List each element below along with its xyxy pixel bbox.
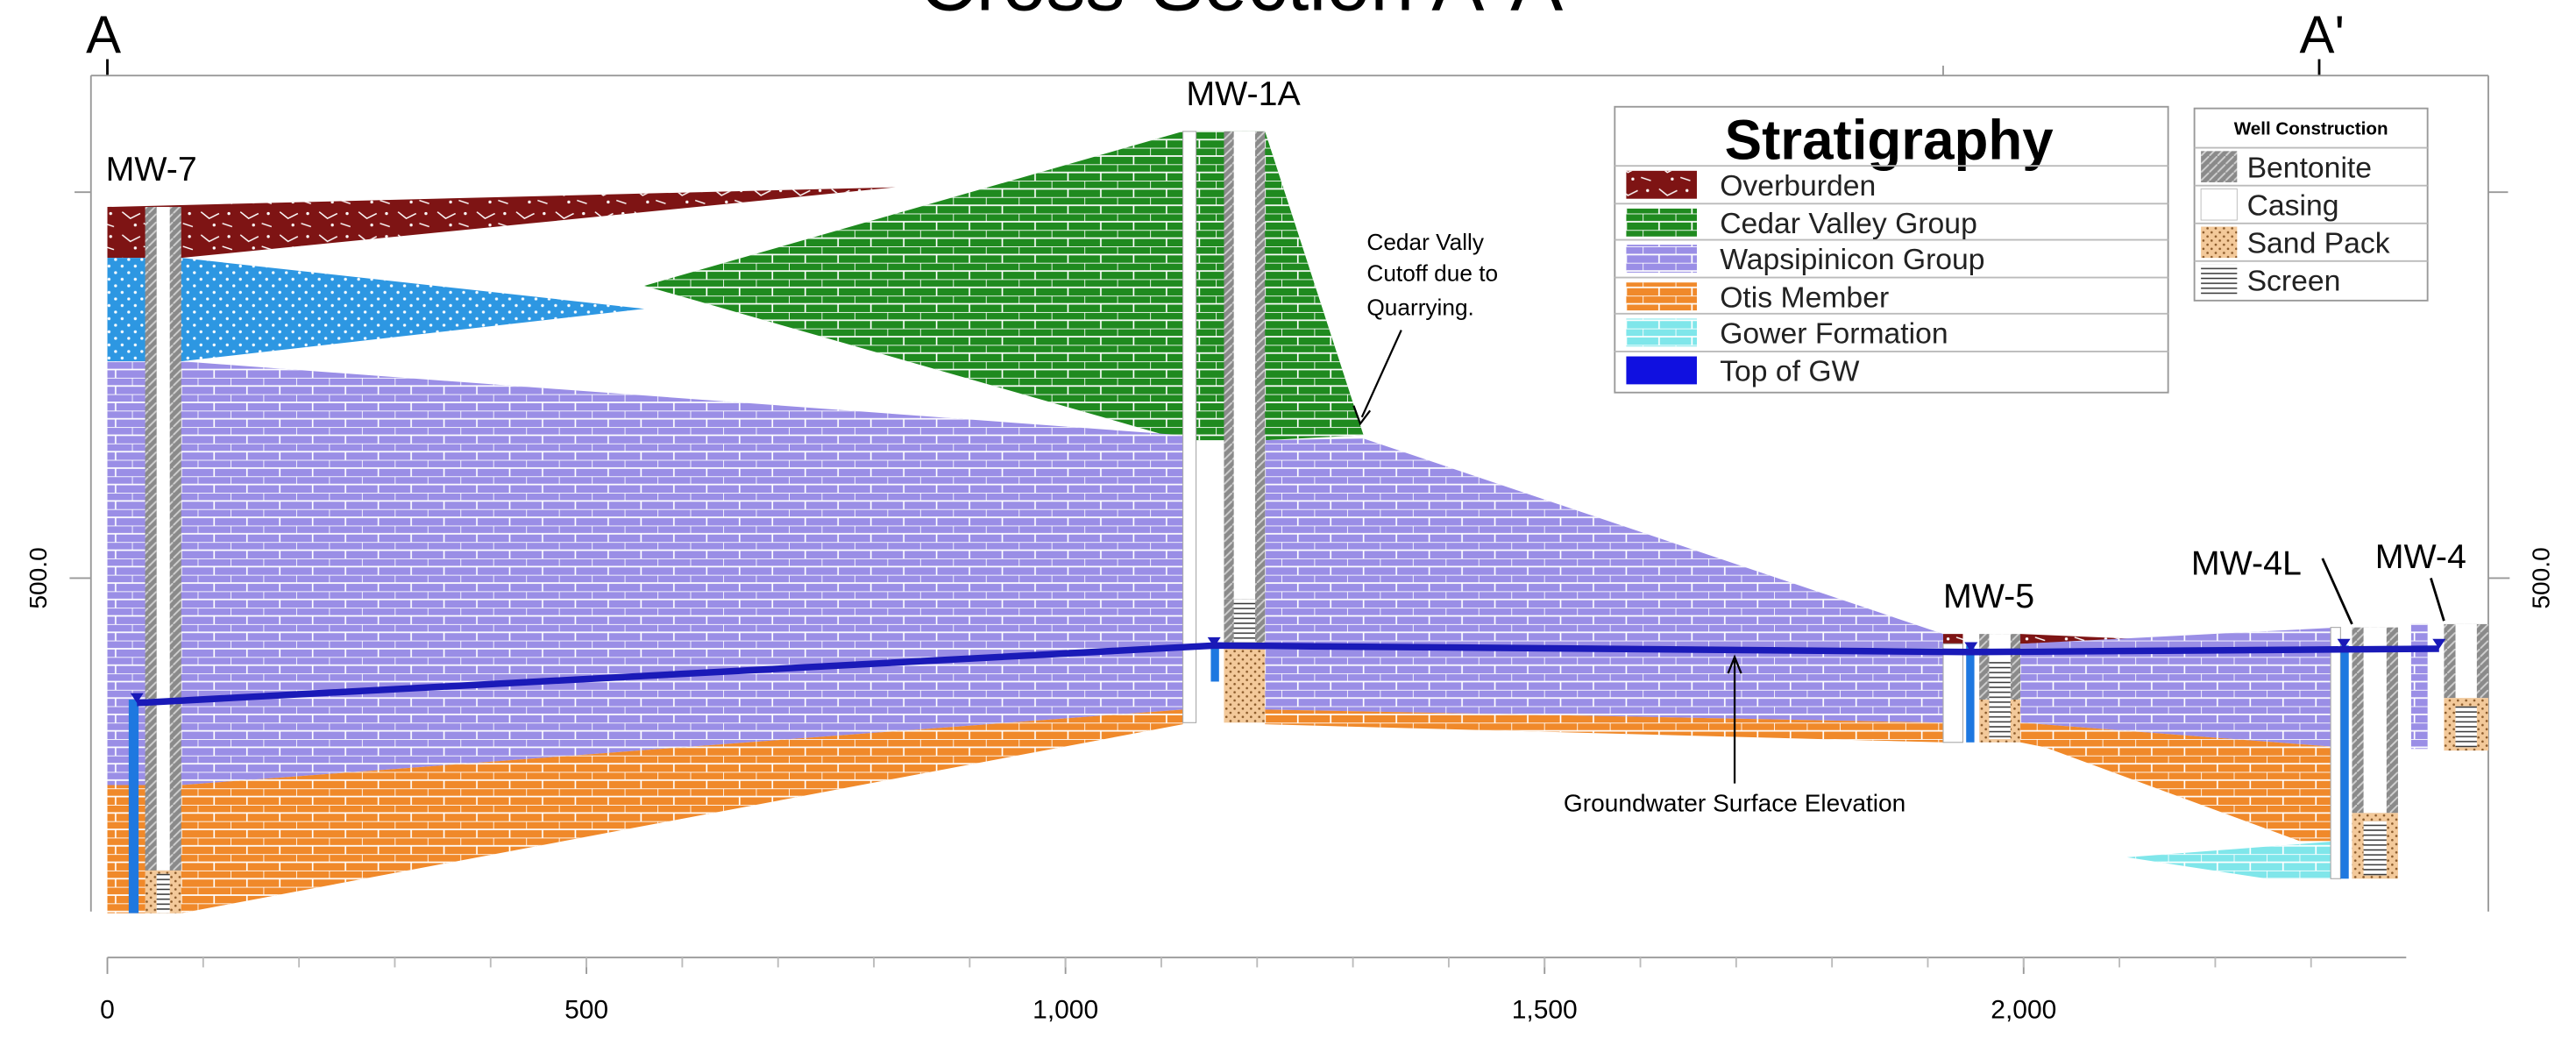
rect — [1183, 132, 1196, 722]
section-end: A' — [2300, 5, 2345, 64]
annotation-arrow — [1353, 331, 1401, 424]
layer — [2411, 624, 2428, 749]
layer — [108, 361, 1183, 785]
rect — [1989, 660, 2010, 739]
rect — [1224, 649, 1265, 722]
annotation: Quarrying. — [1366, 295, 1473, 321]
legend-item: Cedar Valley Group — [1720, 207, 1977, 240]
x-tick-label: 1,000 — [1033, 996, 1098, 1025]
layer — [108, 258, 645, 361]
rect — [157, 207, 170, 871]
layer — [1265, 438, 1943, 722]
layer — [2127, 841, 2341, 878]
rect — [1626, 209, 1697, 237]
well-label: MW-1A — [1186, 75, 1301, 113]
legend-item: Gower Formation — [1720, 317, 1948, 351]
x-tick-label: 2,000 — [1991, 996, 2056, 1025]
legend-title: Well Construction — [2234, 119, 2388, 139]
rect — [2201, 227, 2237, 259]
title: Cross-Section A-A' — [919, 0, 1579, 27]
rect — [1626, 245, 1697, 273]
well-legend: Well Construction Bentonite Casing Sand … — [2195, 109, 2428, 301]
layer — [108, 188, 896, 259]
rect — [2201, 188, 2237, 220]
rect — [1626, 171, 1697, 199]
rect — [2364, 628, 2387, 814]
x-tick-label: 1,500 — [1512, 996, 1578, 1025]
legend-title: Stratigraphy — [1725, 110, 2054, 172]
rect — [2456, 707, 2477, 748]
rect — [1234, 600, 1255, 649]
annotation: Cutoff due to — [1366, 260, 1498, 286]
x-axis: 0 500 1,000 1,500 2,000 — [100, 957, 2406, 1024]
x-tick-label: 500 — [564, 996, 608, 1025]
legend-item: Casing — [2247, 188, 2339, 222]
rect — [1210, 645, 1218, 681]
rect — [2331, 628, 2340, 879]
well-label: MW-7 — [106, 150, 197, 188]
stratigraphy-legend: Stratigraphy Overburden Cedar Valley Gro… — [1614, 107, 2168, 393]
well-label: MW-4 — [2375, 537, 2466, 576]
annotation: Cedar Vally — [1366, 229, 1484, 255]
legend-item: Wapsipinicon Group — [1720, 243, 1984, 276]
rect — [129, 700, 138, 914]
rect — [2364, 821, 2387, 876]
legend-item: Bentonite — [2247, 151, 2372, 184]
legend-item: Otis Member — [1720, 281, 1889, 314]
legend-item: Sand Pack — [2247, 227, 2390, 260]
elevation-label: 500.0 — [2527, 547, 2554, 608]
layer — [1943, 634, 1962, 643]
rect — [2456, 624, 2477, 698]
rect — [2340, 645, 2348, 878]
rect — [1626, 282, 1697, 310]
cross-section: Cross-Section A-A' A A' 500.0 500.0 MW-7 — [0, 0, 2576, 1038]
section-start: A — [86, 5, 121, 64]
x-tick-label: 0 — [100, 996, 115, 1025]
legend-item: Top of GW — [1720, 355, 1859, 388]
rect — [1626, 357, 1697, 385]
well-label: MW-4L — [2191, 544, 2302, 583]
rect — [1626, 318, 1697, 346]
legend-item: Screen — [2247, 265, 2341, 298]
section-marker — [108, 59, 2319, 75]
rect — [157, 874, 170, 914]
well-label: MW-5 — [1943, 577, 2034, 615]
rect — [2201, 151, 2237, 182]
annotation: Groundwater Surface Elevation — [1564, 789, 1905, 816]
rect — [1943, 643, 1962, 742]
rect — [1966, 645, 1974, 743]
elevation-label: 500.0 — [25, 547, 52, 608]
rect — [2201, 265, 2237, 296]
legend-item: Overburden — [1720, 169, 1876, 203]
rect — [1234, 132, 1255, 600]
